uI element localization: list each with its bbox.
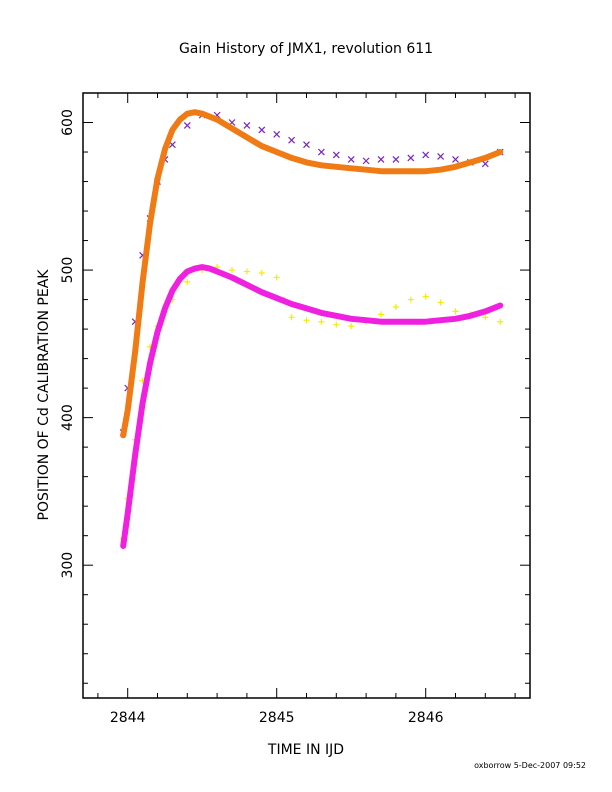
y-axis-ticks (83, 92, 530, 684)
series-2-point (437, 299, 444, 306)
series-2-point (184, 278, 191, 285)
series-0-point (437, 153, 445, 160)
x-tick-label: 2846 (408, 710, 444, 726)
series-2-point (273, 274, 280, 281)
y-tick-label: 500 (60, 257, 76, 284)
series-0-point (347, 155, 355, 163)
series-2-point (497, 318, 504, 325)
y-tick-label: 600 (60, 109, 76, 136)
series-2-point (378, 311, 384, 318)
series-2-point (333, 321, 340, 328)
series-0-point (288, 136, 296, 144)
plot-frame (82, 92, 531, 699)
series-0-point (303, 141, 310, 149)
series-2-point (258, 270, 265, 277)
series-0-point (273, 130, 281, 138)
series-0-point (481, 160, 489, 168)
x-axis-tick-labels: 2844 2845 2846 (110, 710, 444, 726)
series-0-point (243, 122, 251, 129)
y-tick-label: 400 (60, 404, 76, 431)
series-3-line (120, 264, 504, 549)
series-2-point (348, 323, 355, 330)
series-0-point (407, 154, 415, 162)
series-2-point (288, 314, 295, 321)
x-tick-label: 2845 (259, 710, 295, 726)
series-0-point (422, 151, 430, 159)
series-1-line (120, 109, 504, 439)
x-axis-label: TIME IN IJD (267, 742, 344, 758)
series-layer (119, 109, 504, 549)
series-2-point (318, 318, 325, 325)
series-0-point (452, 155, 459, 163)
y-axis-label: POSITION OF Cd CALIBRATION PEAK (36, 269, 52, 521)
series-2-point (229, 267, 235, 274)
series-0-point (332, 151, 340, 159)
chart-title: Gain History of JMX1, revolution 611 (179, 41, 433, 57)
series-3 (120, 264, 504, 549)
series-0-point (362, 157, 370, 165)
series-2-point (392, 303, 399, 310)
series-2-point (407, 296, 414, 303)
series-2-point (243, 268, 250, 275)
series-2-point (303, 317, 310, 324)
series-0-point (258, 126, 266, 134)
plot-area: 2844 2845 2846 300 400 500 600 (60, 92, 531, 726)
series-2 (120, 264, 504, 542)
series-0-point (392, 155, 400, 163)
series-2-point (452, 308, 459, 315)
y-tick-label: 300 (60, 552, 76, 579)
x-axis-ticks (97, 93, 516, 698)
y-axis-tick-labels: 300 400 500 600 (60, 109, 76, 578)
footer-stamp: oxborrow 5-Dec-2007 09:52 (474, 761, 586, 770)
series-0-point (183, 122, 191, 129)
series-2-point (482, 314, 489, 321)
series-1 (120, 109, 504, 439)
x-tick-label: 2844 (110, 710, 146, 726)
series-0-point (377, 155, 385, 163)
series-0-point (317, 148, 325, 156)
series-2-point (422, 293, 429, 300)
